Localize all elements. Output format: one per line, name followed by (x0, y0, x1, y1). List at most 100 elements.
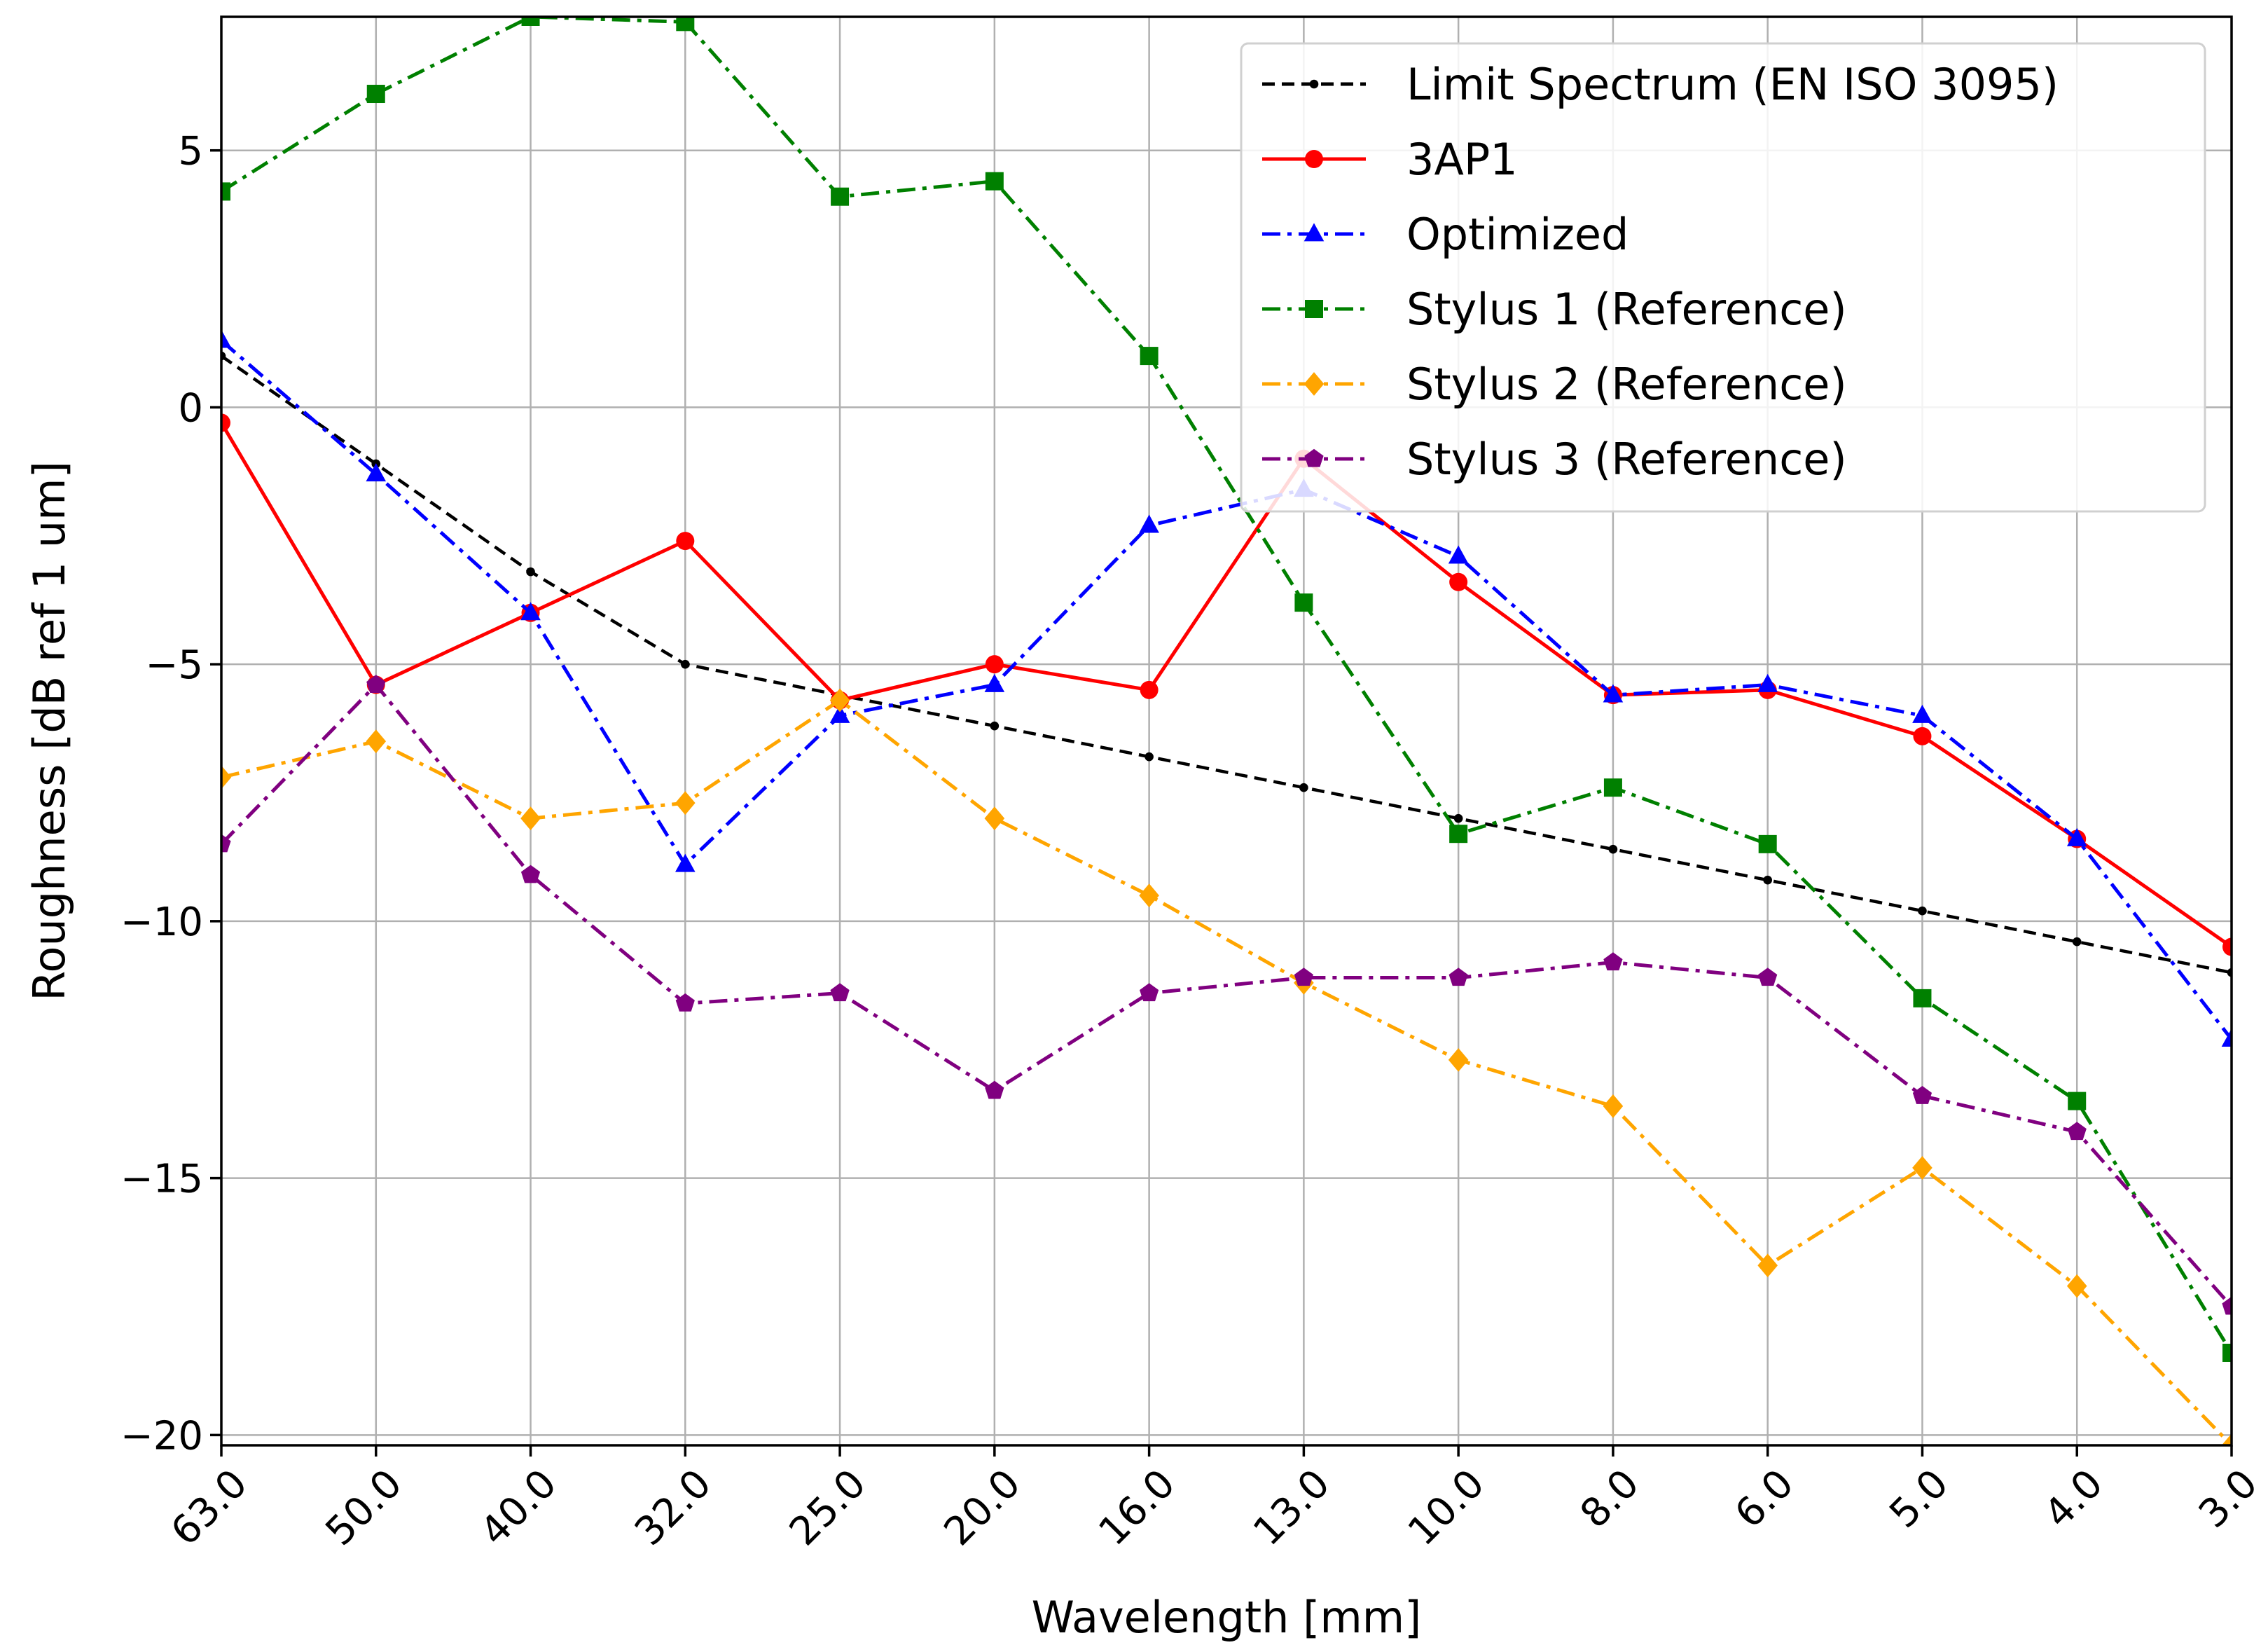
legend-box (1240, 42, 2206, 513)
data-point (1139, 883, 1159, 908)
x-tick-label: 20.0 (936, 1461, 1030, 1555)
data-point (1453, 813, 1463, 823)
data-point (985, 655, 1004, 674)
legend-item: Stylus 1 (Reference) (1262, 284, 1847, 335)
data-point (2222, 1343, 2232, 1362)
data-point (985, 172, 1004, 191)
data-point (1608, 844, 1618, 854)
data-point (829, 688, 850, 713)
data-point (1913, 727, 1932, 745)
data-point (520, 865, 541, 883)
data-point (221, 834, 231, 853)
y-tick-label: −20 (120, 1413, 203, 1459)
data-point (2072, 937, 2082, 947)
legend: Limit Spectrum (EN ISO 3095) 3AP1 Optimize… (1240, 42, 2206, 513)
data-point (1140, 983, 1159, 1002)
y-tick-label: 5 (178, 129, 203, 174)
data-point (1763, 875, 1772, 885)
data-point (1139, 514, 1159, 533)
legend-marker (1305, 300, 1323, 318)
data-point (366, 85, 385, 104)
x-tick-label: 63.0 (163, 1461, 256, 1555)
legend-items: Limit Spectrum (EN ISO 3095) 3AP1 Optimize… (1262, 59, 2059, 485)
data-point (1449, 572, 1468, 591)
data-point (1294, 593, 1313, 612)
data-point (1448, 1048, 1469, 1072)
legend-item: 3AP1 (1262, 134, 1518, 185)
data-point (520, 806, 541, 831)
legend-item: Stylus 3 (Reference) (1262, 434, 1847, 485)
data-point (1603, 952, 1623, 971)
series-4 (221, 688, 2232, 1445)
legend-label: Stylus 2 (Reference) (1406, 359, 1847, 410)
data-point (2222, 937, 2232, 956)
data-point (221, 182, 230, 201)
series-line (221, 339, 2232, 1041)
data-point (520, 602, 541, 621)
x-tick-label: 25.0 (781, 1461, 875, 1555)
data-point (1912, 1156, 1932, 1180)
data-point (1913, 989, 1932, 1007)
legend-marker (1309, 79, 1319, 89)
data-point (990, 721, 1000, 731)
data-point (1603, 1094, 1624, 1118)
series-line (221, 422, 2232, 949)
x-tick-label: 6.0 (1727, 1461, 1803, 1537)
data-point (2221, 1433, 2232, 1445)
data-point (831, 187, 850, 206)
x-tick-label: 5.0 (1881, 1461, 1957, 1537)
data-point (984, 673, 1005, 692)
data-point (829, 704, 850, 723)
legend-marker (1304, 448, 1324, 467)
x-tick-label: 10.0 (1399, 1461, 1493, 1555)
series-line (221, 682, 2232, 1308)
x-tick-label: 32.0 (626, 1461, 720, 1555)
data-point (221, 329, 232, 348)
data-point (1912, 704, 1932, 723)
data-point (681, 659, 690, 669)
legend-marker (1305, 150, 1323, 168)
legend-label: Stylus 3 (Reference) (1406, 434, 1847, 485)
data-point (1603, 778, 1622, 797)
x-tick-label: 3.0 (2190, 1461, 2267, 1537)
legend-label: 3AP1 (1406, 134, 1518, 185)
series-line (221, 355, 2232, 975)
legend-item: Stylus 2 (Reference) (1262, 359, 1847, 410)
data-point (675, 853, 696, 872)
data-point (1140, 347, 1159, 366)
data-point (1294, 968, 1313, 986)
legend-marker (1304, 372, 1325, 396)
data-point (675, 791, 696, 815)
data-point (2221, 1028, 2232, 1047)
data-point (2066, 827, 2087, 846)
data-point (1757, 673, 1778, 692)
x-tick-label: 8.0 (1572, 1461, 1648, 1537)
data-point (1299, 783, 1308, 792)
y-tick-label: −10 (120, 900, 203, 945)
x-axis-label: Wavelength [mm] (1032, 1592, 1422, 1643)
x-tick-label: 13.0 (1245, 1461, 1339, 1555)
data-point (1449, 825, 1468, 844)
data-point (676, 17, 695, 32)
legend-marker (1304, 223, 1325, 242)
data-point (1912, 1085, 1932, 1104)
x-tick-label: 4.0 (2035, 1461, 2112, 1537)
data-point (1918, 906, 1927, 916)
data-point (366, 675, 386, 694)
data-point (2068, 1092, 2087, 1110)
series-5 (221, 675, 2232, 1315)
y-axis-label: Roughness [dB ref 1 um] (24, 461, 75, 1001)
data-point (1140, 680, 1159, 699)
data-point (526, 567, 535, 577)
data-point (366, 729, 387, 754)
legend-label: Optimized (1406, 209, 1629, 260)
data-point (521, 17, 540, 26)
series-line (221, 698, 2232, 1445)
data-point (1448, 545, 1469, 564)
x-tick-label: 40.0 (471, 1461, 565, 1555)
data-point (675, 993, 695, 1012)
series-2 (221, 329, 2232, 1047)
data-point (1758, 834, 1777, 853)
data-point (366, 463, 387, 482)
